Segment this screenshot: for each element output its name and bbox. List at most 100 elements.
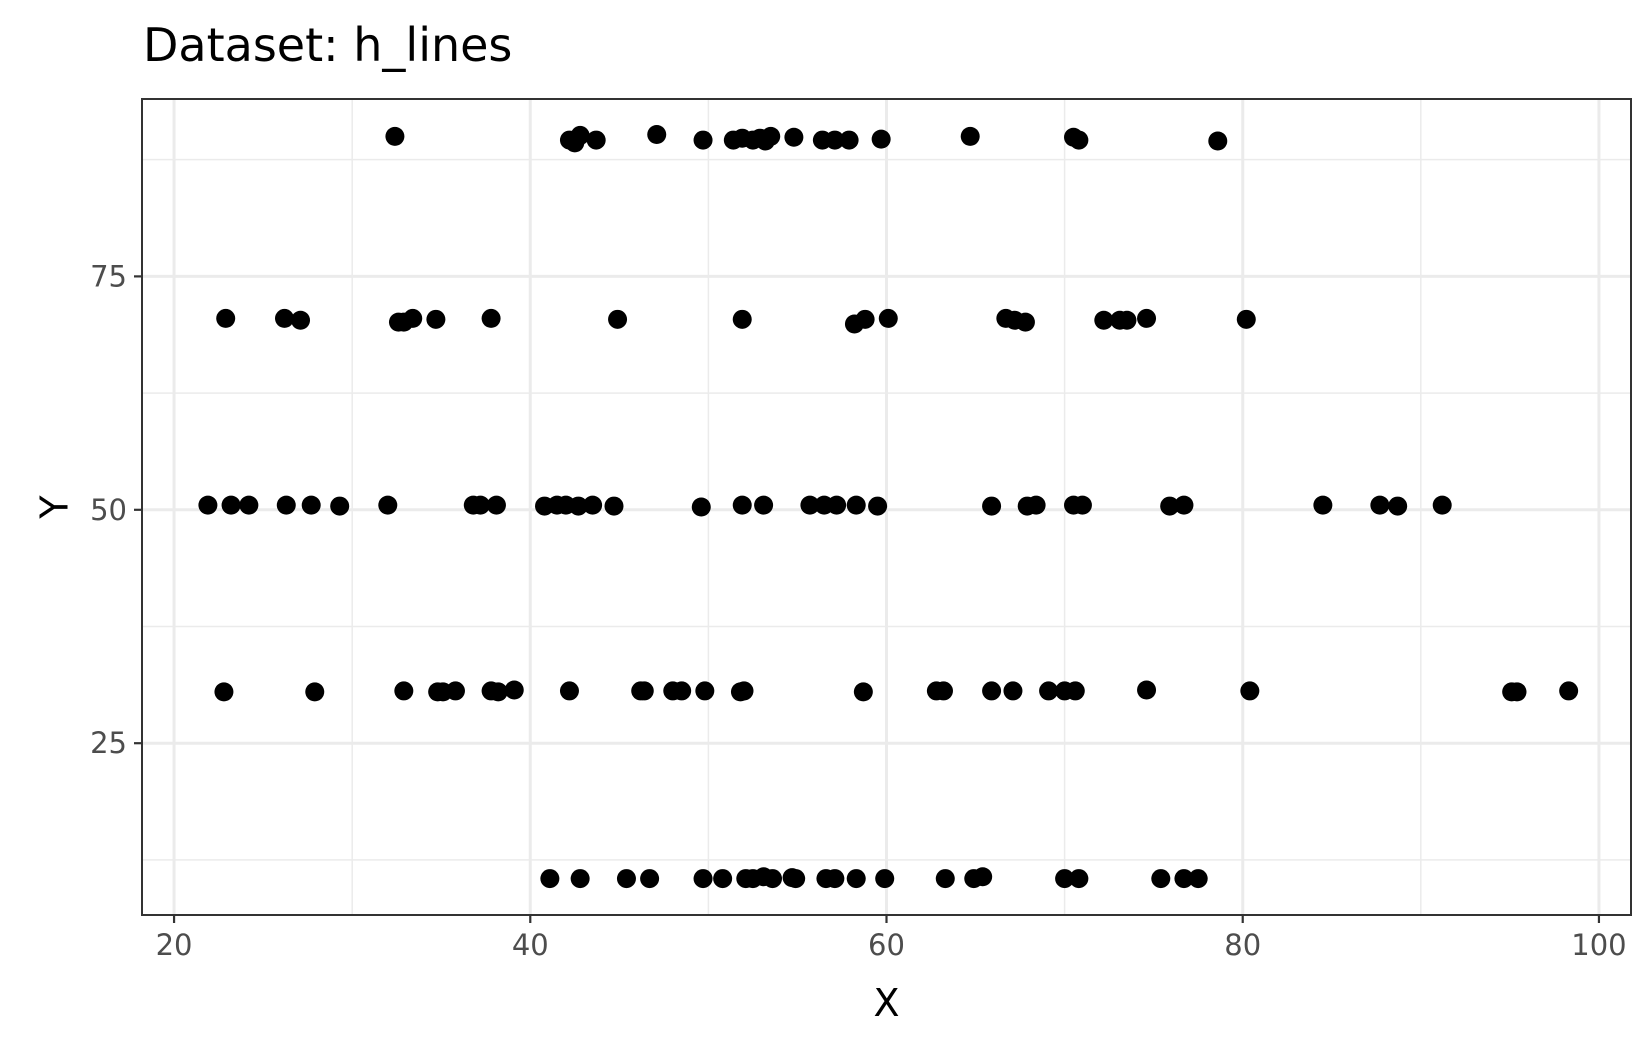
data-point xyxy=(504,680,524,700)
y-tick-label: 50 xyxy=(90,493,127,527)
data-point xyxy=(214,682,234,702)
data-point xyxy=(825,130,845,150)
data-point xyxy=(486,495,506,515)
data-point xyxy=(786,869,806,889)
data-point xyxy=(559,681,579,701)
data-point xyxy=(198,495,218,515)
data-point xyxy=(1236,309,1256,329)
data-point xyxy=(973,867,993,887)
data-point xyxy=(784,127,804,147)
data-point xyxy=(827,495,847,515)
data-point xyxy=(426,309,446,329)
data-point xyxy=(568,496,588,516)
x-tick-label: 80 xyxy=(1224,928,1261,962)
x-tick-label: 60 xyxy=(868,928,905,962)
plot-panel xyxy=(141,98,1632,916)
data-point xyxy=(846,495,866,515)
data-point xyxy=(488,682,508,702)
data-point xyxy=(616,869,636,889)
data-point xyxy=(1160,496,1180,516)
data-point xyxy=(604,496,624,516)
data-point xyxy=(1432,495,1452,515)
data-points xyxy=(198,124,1579,889)
data-point xyxy=(1174,869,1194,889)
data-point xyxy=(1559,681,1579,701)
data-point xyxy=(1313,495,1333,515)
data-point xyxy=(1507,682,1527,702)
x-axis-title: X xyxy=(873,981,899,1025)
data-point xyxy=(445,681,465,701)
data-point xyxy=(1069,130,1089,150)
data-point xyxy=(216,308,236,328)
data-point xyxy=(1208,131,1228,151)
data-point xyxy=(839,130,859,150)
data-point xyxy=(540,869,560,889)
data-point xyxy=(1069,869,1089,889)
data-point xyxy=(960,126,980,146)
data-point xyxy=(935,869,955,889)
data-point xyxy=(1039,681,1059,701)
data-point xyxy=(734,681,754,701)
data-point xyxy=(1188,869,1208,889)
data-point xyxy=(394,681,414,701)
data-point xyxy=(1137,680,1157,700)
data-point xyxy=(586,130,606,150)
data-point xyxy=(875,869,895,889)
y-axis-title: Y xyxy=(32,495,76,520)
data-point xyxy=(634,681,654,701)
data-point xyxy=(1117,310,1137,330)
data-point xyxy=(878,308,898,328)
data-point xyxy=(693,869,713,889)
data-point xyxy=(693,130,713,150)
data-point xyxy=(1065,681,1085,701)
data-point xyxy=(608,309,628,329)
data-point xyxy=(239,495,259,515)
data-point xyxy=(1151,869,1171,889)
x-tick-label: 20 xyxy=(156,928,193,962)
chart-title: Dataset: h_lines xyxy=(143,18,512,72)
data-point xyxy=(695,681,715,701)
data-point xyxy=(1174,495,1194,515)
data-point xyxy=(570,869,590,889)
data-point xyxy=(1388,496,1408,516)
data-point xyxy=(378,495,398,515)
data-point xyxy=(691,497,711,517)
data-point xyxy=(1015,312,1035,332)
data-point xyxy=(982,681,1002,701)
data-point xyxy=(732,309,752,329)
data-point xyxy=(763,869,783,889)
data-point xyxy=(672,681,692,701)
data-point xyxy=(1003,681,1023,701)
data-point xyxy=(1094,310,1114,330)
data-point xyxy=(1026,495,1046,515)
data-point xyxy=(933,681,953,701)
data-point xyxy=(276,495,296,515)
data-point xyxy=(982,496,1002,516)
data-point xyxy=(800,495,820,515)
data-point xyxy=(1072,495,1092,515)
data-point xyxy=(291,310,311,330)
data-point xyxy=(385,126,405,146)
data-point xyxy=(640,869,660,889)
data-point xyxy=(330,496,350,516)
data-point xyxy=(855,309,875,329)
data-point xyxy=(647,124,667,144)
data-point xyxy=(583,495,603,515)
x-axis: 20 40 60 80 100 xyxy=(156,915,1627,962)
data-point xyxy=(868,496,888,516)
data-point xyxy=(274,308,294,328)
data-point xyxy=(825,869,845,889)
x-tick-label: 100 xyxy=(1571,928,1626,962)
data-point xyxy=(761,126,781,146)
data-point xyxy=(570,125,590,145)
data-point xyxy=(305,682,325,702)
data-point xyxy=(1055,869,1075,889)
data-point xyxy=(1137,308,1157,328)
x-tick-label: 40 xyxy=(512,928,549,962)
data-point xyxy=(871,129,891,149)
data-point xyxy=(481,308,501,328)
data-point xyxy=(853,682,873,702)
data-point xyxy=(470,495,490,515)
y-axis: 25 50 75 xyxy=(90,259,142,760)
